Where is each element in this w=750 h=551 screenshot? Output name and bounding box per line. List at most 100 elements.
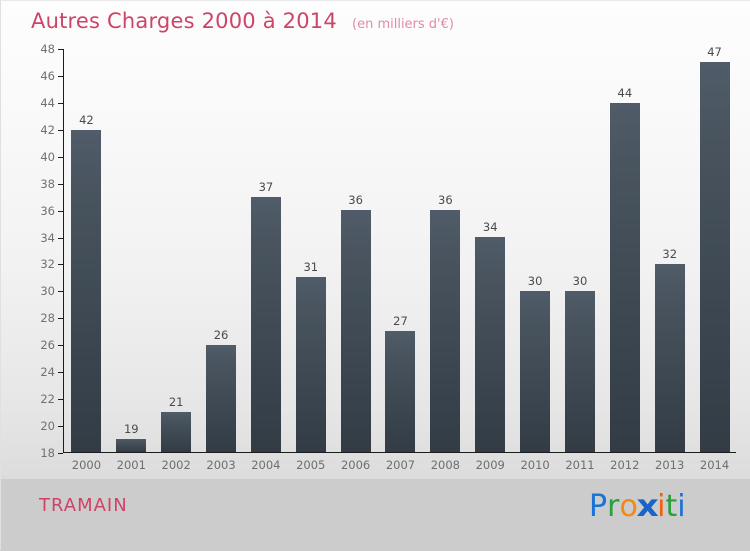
- bar-group[interactable]: 47 2014: [692, 45, 737, 472]
- chart-header: Autres Charges 2000 à 2014 (en milliers …: [31, 9, 454, 33]
- bar-group[interactable]: 21 2002: [154, 49, 199, 472]
- bar-value-label: 34: [482, 220, 498, 235]
- bar-value-label: 19: [123, 421, 139, 436]
- y-axis-label: 24: [40, 365, 55, 380]
- y-axis-tick: [58, 345, 63, 347]
- bar-value-label: 31: [303, 260, 319, 275]
- x-axis-label: 2000: [71, 458, 102, 472]
- bar[interactable]: [385, 331, 416, 452]
- bar-series: 42 2000 19 2001 21 2002 26 2003 37 2004 31 2005 36 20…: [64, 45, 737, 472]
- y-axis-tick: [58, 426, 63, 428]
- bar[interactable]: [430, 210, 461, 452]
- bar-group[interactable]: 31 2005: [288, 49, 333, 472]
- bar[interactable]: [340, 210, 371, 452]
- x-axis-label: 2009: [475, 458, 505, 472]
- bar-value-label: 37: [258, 179, 274, 194]
- bar-group[interactable]: 30 2010: [513, 49, 558, 472]
- bar-group[interactable]: 27 2007: [378, 49, 423, 472]
- bar[interactable]: [475, 237, 506, 452]
- x-axis-label: 2013: [655, 458, 685, 472]
- x-axis-line: [63, 452, 736, 453]
- city-name: TRAMAIN: [39, 495, 128, 516]
- y-axis-tick: [58, 237, 63, 239]
- bar-group[interactable]: 37 2004: [243, 49, 288, 472]
- bar-group[interactable]: 32 2013: [647, 49, 692, 472]
- bar[interactable]: [161, 411, 192, 452]
- bar-value-label: 42: [79, 112, 94, 127]
- bar-group[interactable]: 26 2003: [199, 49, 244, 472]
- x-axis-label: 2014: [699, 458, 730, 472]
- bar-value-label: 30: [572, 273, 588, 288]
- chart-canvas: Autres Charges 2000 à 2014 (en milliers …: [1, 1, 750, 479]
- bar-group[interactable]: 34 2009: [468, 49, 513, 472]
- bar-value-label: 21: [168, 394, 184, 409]
- bar-value-label: 27: [393, 314, 408, 329]
- y-axis-label: 30: [40, 284, 55, 299]
- bar-value-label: 32: [662, 246, 678, 261]
- y-axis-tick: [58, 129, 63, 131]
- y-axis-label: 26: [40, 338, 55, 353]
- y-axis-label: 48: [40, 42, 55, 56]
- y-axis-line: [63, 49, 64, 453]
- bar-value-label: 30: [527, 273, 543, 288]
- x-axis-label: 2008: [430, 458, 460, 472]
- bar-group[interactable]: 19 2001: [109, 49, 154, 472]
- y-axis-label: 42: [40, 122, 55, 137]
- bar[interactable]: [116, 438, 147, 452]
- bar[interactable]: [609, 102, 640, 452]
- bar-group[interactable]: 42 2000: [64, 49, 109, 472]
- bar[interactable]: [295, 277, 326, 452]
- x-axis-label: 2001: [116, 458, 146, 472]
- y-axis-tick: [58, 453, 63, 454]
- x-axis-label: 2012: [610, 458, 640, 472]
- x-axis-label: 2011: [565, 458, 595, 472]
- y-axis-tick: [58, 75, 63, 77]
- bar[interactable]: [206, 344, 237, 452]
- bar-group[interactable]: 30 2011: [558, 49, 603, 472]
- y-axis-label: 44: [40, 95, 55, 110]
- bar-group[interactable]: 44 2012: [602, 49, 647, 472]
- bar[interactable]: [564, 290, 595, 452]
- logo-letter: t: [665, 489, 678, 524]
- bar-value-label: 44: [617, 85, 633, 100]
- y-axis-tick: [58, 49, 63, 50]
- bar[interactable]: [520, 290, 551, 452]
- bar[interactable]: [250, 196, 281, 452]
- bar-group[interactable]: 36 2008: [423, 49, 468, 472]
- bar-value-label: 47: [707, 45, 722, 60]
- y-axis-tick: [58, 210, 63, 212]
- y-axis-label: 20: [40, 419, 55, 434]
- proxiti-logo[interactable]: Proxiti: [589, 489, 686, 524]
- x-axis-label: 2004: [251, 458, 281, 472]
- logo-letter: i: [677, 489, 686, 524]
- y-axis-tick: [58, 156, 63, 158]
- y-axis-label: 36: [40, 203, 55, 218]
- chart-footer: TRAMAIN Proxiti: [1, 479, 750, 551]
- bar-group[interactable]: 36 2006: [333, 49, 378, 472]
- x-axis-label: 2007: [385, 458, 416, 472]
- bar[interactable]: [71, 129, 102, 452]
- y-axis-tick: [58, 102, 63, 104]
- x-axis-label: 2003: [206, 458, 236, 472]
- logo-letter: o: [619, 489, 638, 524]
- bar[interactable]: [699, 62, 730, 452]
- bar-value-label: 36: [348, 193, 363, 208]
- logo-letter: x: [636, 489, 659, 524]
- y-axis-tick: [58, 399, 63, 401]
- x-axis-label: 2006: [340, 458, 371, 472]
- bar-value-label: 36: [438, 193, 453, 208]
- logo-letter: P: [589, 489, 608, 524]
- y-axis-label: 34: [40, 230, 55, 245]
- y-axis-label: 40: [40, 149, 55, 164]
- y-axis-tick: [58, 372, 63, 374]
- bar[interactable]: [654, 263, 685, 452]
- y-axis-label: 32: [40, 257, 55, 272]
- y-axis-label: 46: [40, 68, 55, 83]
- x-axis-label: 2002: [161, 458, 191, 472]
- y-axis-tick: [58, 264, 63, 266]
- y-axis-label: 28: [40, 311, 55, 326]
- x-axis-label: 2005: [296, 458, 326, 472]
- y-axis-tick: [58, 291, 63, 293]
- plot-area: 18 20 22 24 26 28 30 32 34 36 38 40 42 44 46 48 42 2000 1…: [40, 42, 737, 472]
